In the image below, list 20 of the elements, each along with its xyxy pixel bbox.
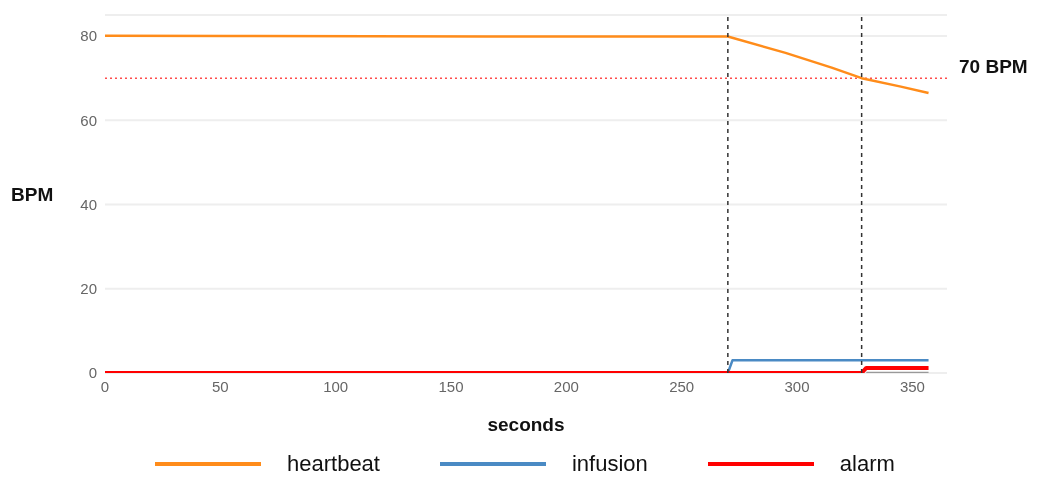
line-series: [105, 34, 930, 95]
x-tick-label: 100: [323, 377, 349, 395]
y-axis-title: BPM: [11, 183, 54, 205]
legend-label: alarm: [839, 451, 895, 477]
ref-line-label: 70 BPM: [959, 55, 1028, 77]
x-tick-label: 300: [784, 377, 810, 395]
y-tick-label: 80: [80, 27, 97, 45]
x-tick-label: 0: [100, 377, 110, 395]
y-tick-label: 60: [80, 111, 97, 129]
legend-label: infusion: [571, 451, 648, 477]
x-tick-label: 250: [669, 377, 695, 395]
x-tick-label: 50: [212, 377, 229, 395]
y-tick-label: 40: [80, 195, 97, 213]
x-tick-label: 350: [899, 377, 925, 395]
x-tick-label: 150: [438, 377, 464, 395]
x-tick-label: 200: [553, 377, 579, 395]
x-axis-title: seconds: [487, 414, 565, 435]
y-tick-label: 20: [80, 280, 97, 298]
y-tick-label: 0: [88, 364, 97, 382]
legend-label: heartbeat: [287, 451, 380, 477]
